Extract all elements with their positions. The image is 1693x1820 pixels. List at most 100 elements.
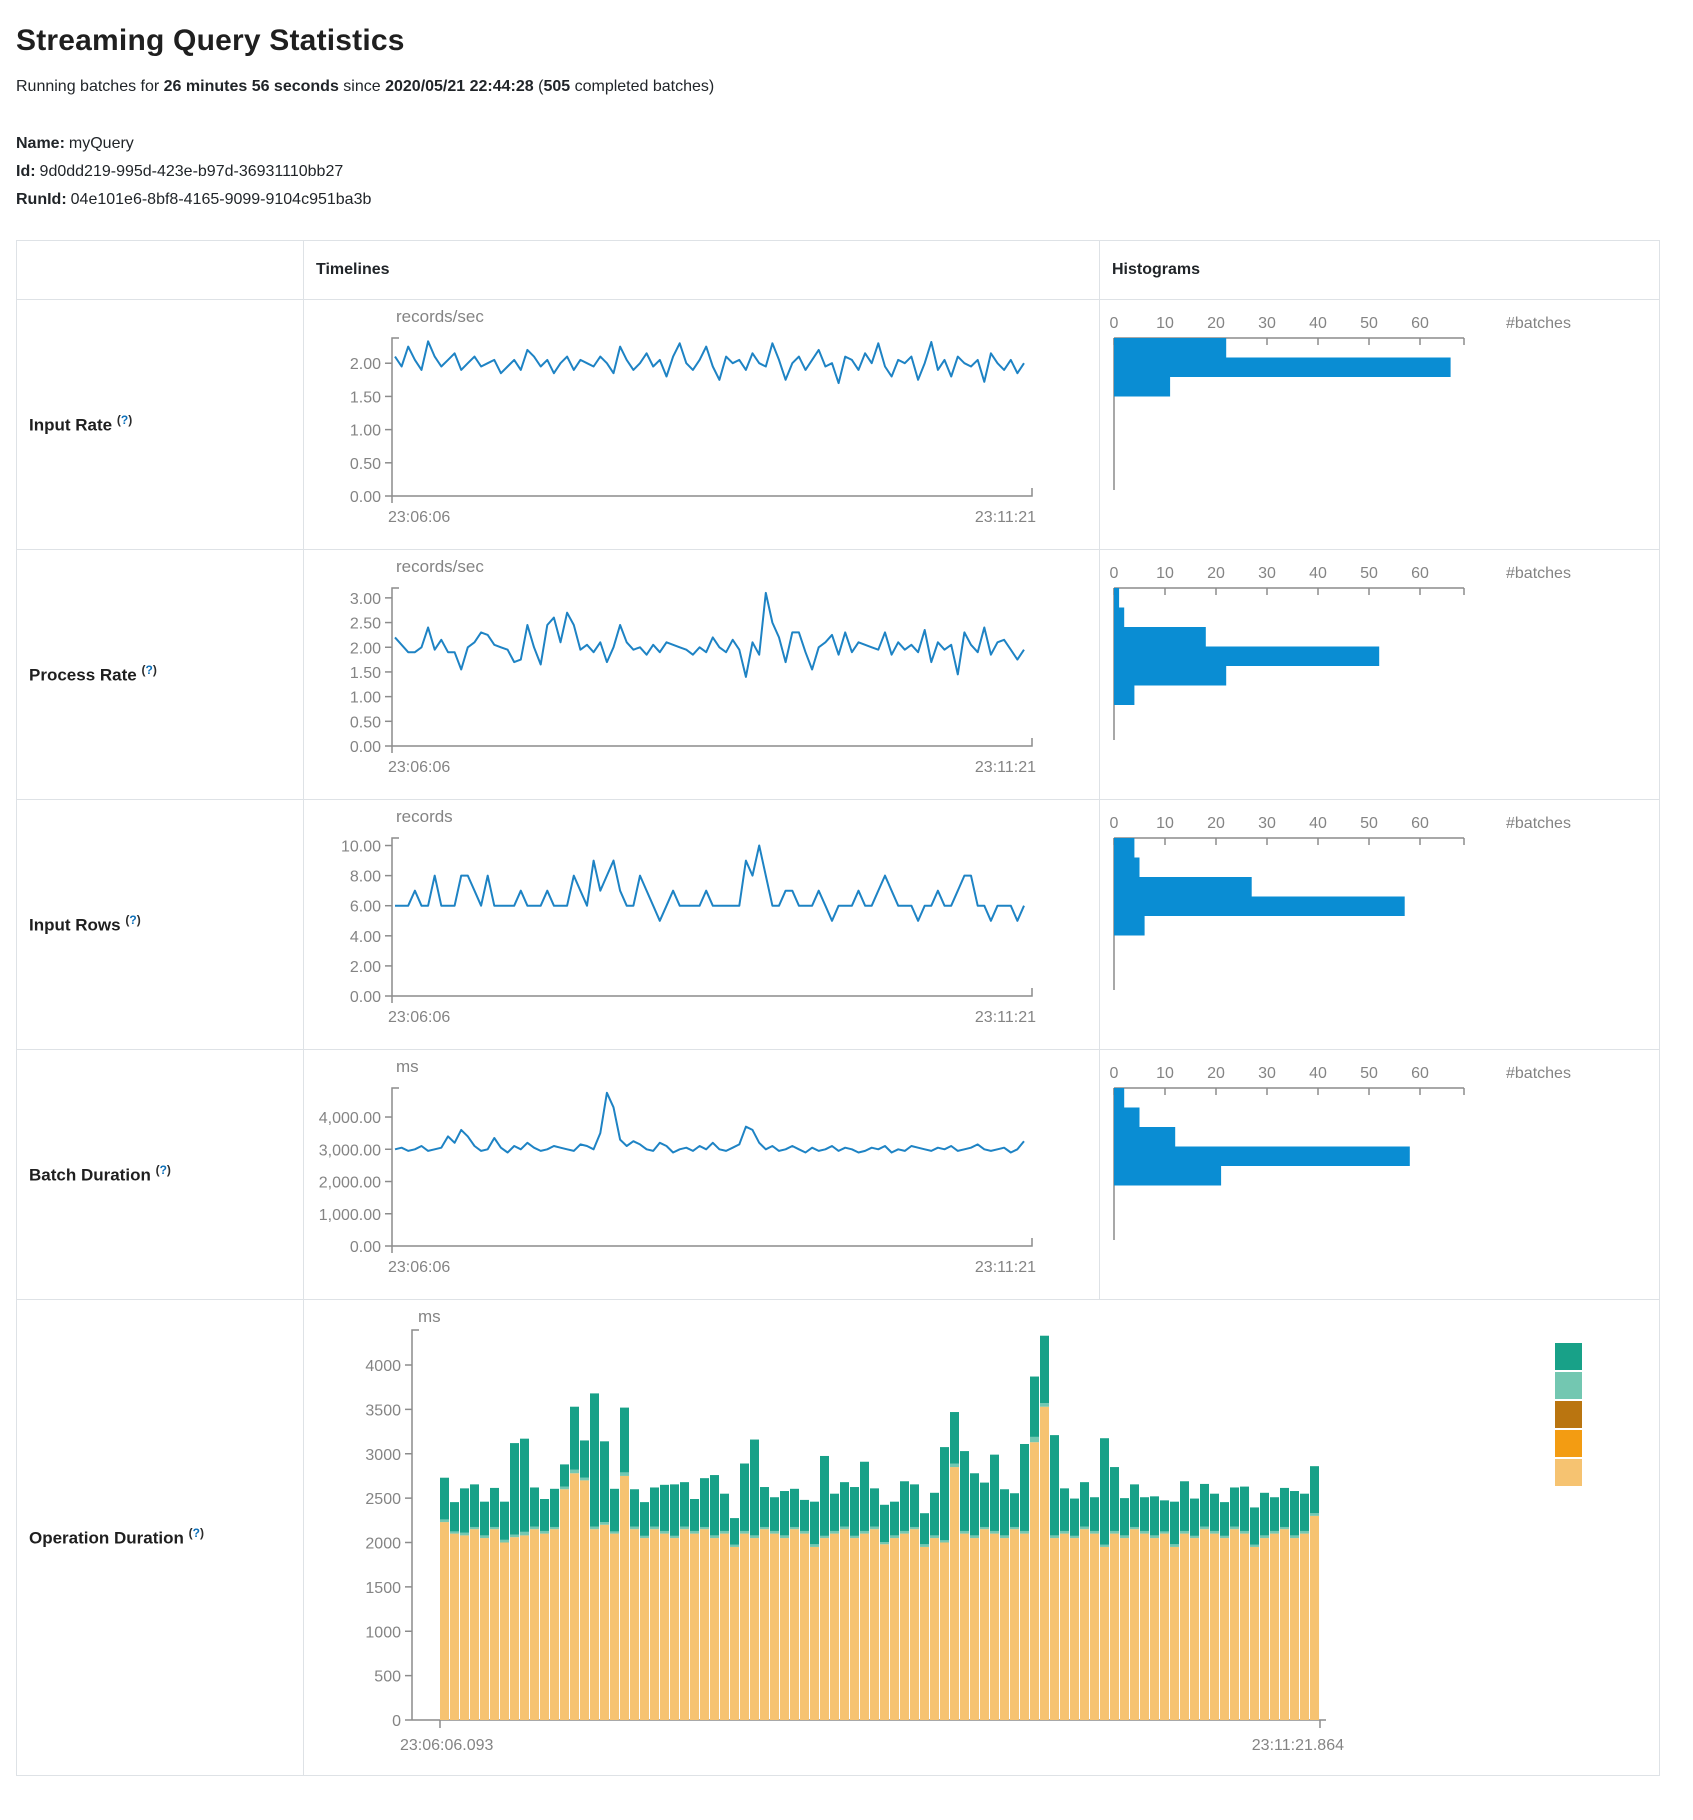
run-summary-prefix: Running batches for — [16, 78, 164, 95]
help-question-mark[interactable]: ? — [192, 1526, 200, 1541]
page: Streaming Query Statistics Running batch… — [16, 24, 1677, 1776]
help-paren: ) — [128, 413, 133, 428]
run-summary: Running batches for 26 minutes 56 second… — [16, 78, 1677, 96]
timeline-svg: records/sec 3.00 2.50 2.00 1.50 1.00 0.50 0.00 2… — [350, 557, 1036, 776]
svg-text:0: 0 — [1110, 1065, 1119, 1082]
help-question-mark[interactable]: ? — [129, 913, 137, 928]
help-paren: ) — [199, 1526, 204, 1541]
run-start-time: 2020/05/21 22:44:28 — [385, 78, 534, 95]
help-icon[interactable]: (?) — [117, 413, 132, 427]
query-meta: Name: myQuery Id: 9d0dd219-995d-423e-b97d-… — [16, 130, 1677, 214]
svg-text:1500: 1500 — [365, 1580, 401, 1597]
help-icon[interactable]: (?) — [125, 913, 140, 927]
svg-text:10: 10 — [1156, 1065, 1174, 1082]
help-icon[interactable]: (?) — [156, 1163, 171, 1177]
metric-label-text: Batch Duration — [29, 1165, 151, 1185]
svg-text:3.00: 3.00 — [350, 591, 381, 608]
metric-label-input-rows: Input Rows (?) — [16, 799, 304, 1050]
svg-text:3,000.00: 3,000.00 — [319, 1142, 381, 1159]
svg-text:4,000.00: 4,000.00 — [319, 1110, 381, 1127]
svg-text:0: 0 — [1110, 815, 1119, 832]
help-question-mark[interactable]: ? — [120, 413, 129, 428]
svg-text:1.50: 1.50 — [350, 389, 381, 406]
metric-label-text: Input Rate — [29, 415, 113, 435]
timeline-svg: ms 4,000.00 3,000.00 2,000.00 1,000.00 0.00 23… — [319, 1057, 1036, 1276]
svg-text:2,000.00: 2,000.00 — [319, 1175, 381, 1192]
svg-text:2.00: 2.00 — [350, 356, 381, 373]
help-paren: ( — [188, 1526, 193, 1541]
help-icon[interactable]: (?) — [189, 1526, 204, 1540]
batch-duration-histogram-chart: 0 10 20 30 40 50 60 #batches — [1099, 1049, 1660, 1300]
svg-text:2000: 2000 — [365, 1536, 401, 1553]
statistics-table: Timelines Histograms Input Rate (?) reco… — [16, 240, 1660, 1776]
header-empty-cell — [16, 240, 304, 300]
query-runid-label: RunId: — [16, 191, 67, 208]
svg-text:4000: 4000 — [365, 1358, 401, 1375]
svg-text:60: 60 — [1411, 315, 1429, 332]
svg-text:#batches: #batches — [1506, 1065, 1571, 1082]
input-rate-histogram-chart: 0 10 20 30 40 50 60 #batches — [1099, 299, 1660, 550]
histogram-svg: 0 10 20 30 40 50 60 #batches — [1110, 315, 1571, 490]
svg-text:40: 40 — [1309, 565, 1327, 582]
svg-text:60: 60 — [1411, 815, 1429, 832]
svg-text:23:06:06: 23:06:06 — [388, 1259, 450, 1276]
page-title: Streaming Query Statistics — [16, 24, 405, 57]
query-name-label: Name: — [16, 135, 65, 152]
query-name-value: myQuery — [68, 135, 134, 152]
svg-text:20: 20 — [1207, 315, 1225, 332]
help-question-mark[interactable]: ? — [159, 1163, 167, 1178]
svg-text:10: 10 — [1156, 565, 1174, 582]
metric-label-text: Operation Duration — [29, 1528, 184, 1548]
table-row: Operation Duration (?) ms 4000 3500 3000 250… — [16, 1299, 1660, 1776]
query-id-label: Id: — [16, 163, 36, 180]
svg-text:10: 10 — [1156, 315, 1174, 332]
legend-swatch — [1555, 1343, 1582, 1370]
metric-label-text: Input Rows — [29, 915, 121, 935]
operation-duration-stacked-chart: ms 4000 3500 3000 2500 2000 1500 1000 500 0 23:06:… — [303, 1299, 1660, 1776]
help-paren: ) — [166, 1163, 171, 1178]
svg-text:3000: 3000 — [365, 1447, 401, 1464]
svg-text:10: 10 — [1156, 815, 1174, 832]
svg-text:50: 50 — [1360, 315, 1378, 332]
svg-text:30: 30 — [1258, 315, 1276, 332]
svg-text:0.00: 0.00 — [350, 989, 381, 1006]
help-paren: ( — [155, 1163, 160, 1178]
svg-text:#batches: #batches — [1506, 565, 1571, 582]
legend-swatch — [1555, 1372, 1582, 1399]
svg-text:20: 20 — [1207, 565, 1225, 582]
metric-label-text: Process Rate — [29, 665, 137, 685]
svg-text:50: 50 — [1360, 815, 1378, 832]
svg-text:30: 30 — [1258, 815, 1276, 832]
svg-text:40: 40 — [1309, 315, 1327, 332]
run-paren: ( — [533, 78, 544, 95]
svg-text:0.00: 0.00 — [350, 489, 381, 506]
svg-text:23:06:06: 23:06:06 — [388, 1009, 450, 1026]
header-row: Timelines Histograms — [16, 240, 1660, 300]
svg-text:0.50: 0.50 — [350, 714, 381, 731]
svg-text:records: records — [396, 807, 453, 826]
svg-text:2.00: 2.00 — [350, 959, 381, 976]
svg-text:8.00: 8.00 — [350, 869, 381, 886]
process-rate-histogram-chart: 0 10 20 30 40 50 60 #batches — [1099, 549, 1660, 800]
histograms-header: Histograms — [1099, 240, 1660, 300]
svg-text:23:11:21: 23:11:21 — [975, 759, 1036, 776]
stacked-bar-svg: ms 4000 3500 3000 2500 2000 1500 1000 500 0 23:06:… — [365, 1307, 1582, 1754]
svg-text:0: 0 — [392, 1713, 401, 1730]
legend-swatch — [1555, 1401, 1582, 1428]
svg-text:60: 60 — [1411, 1065, 1429, 1082]
help-icon[interactable]: (?) — [141, 663, 156, 677]
input-rows-timeline-chart: records 10.00 8.00 6.00 4.00 2.00 0.00 23:06:06… — [303, 799, 1100, 1050]
svg-text:2.50: 2.50 — [350, 616, 381, 633]
input-rows-histogram-chart: 0 10 20 30 40 50 60 #batches — [1099, 799, 1660, 1050]
help-paren: ( — [125, 913, 130, 928]
svg-text:23:11:21: 23:11:21 — [975, 1009, 1036, 1026]
svg-text:#batches: #batches — [1506, 815, 1571, 832]
svg-text:ms: ms — [396, 1057, 419, 1076]
help-question-mark[interactable]: ? — [145, 663, 153, 678]
table-row: Batch Duration (?) ms 4,000.00 3,000.00 2,0… — [16, 1049, 1660, 1300]
run-duration: 26 minutes 56 seconds — [163, 78, 339, 95]
svg-text:4.00: 4.00 — [350, 929, 381, 946]
svg-text:20: 20 — [1207, 1065, 1225, 1082]
histogram-svg: 0 10 20 30 40 50 60 #batches — [1110, 815, 1571, 990]
svg-text:1.00: 1.00 — [350, 690, 381, 707]
